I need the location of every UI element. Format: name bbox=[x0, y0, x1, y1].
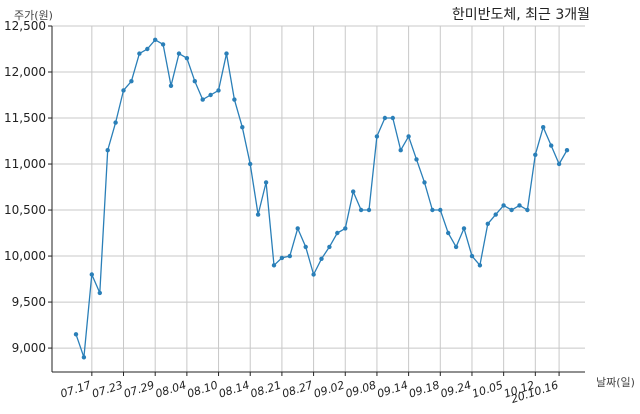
data-point bbox=[414, 157, 419, 162]
data-point bbox=[358, 207, 364, 213]
data-point bbox=[89, 272, 95, 277]
data-point bbox=[398, 148, 403, 153]
x-tick-label: 07.29 bbox=[122, 378, 156, 400]
data-point bbox=[485, 221, 490, 226]
data-point bbox=[232, 97, 237, 102]
data-point bbox=[216, 88, 221, 93]
data-point bbox=[343, 226, 348, 231]
data-point bbox=[564, 148, 570, 153]
data-point bbox=[184, 56, 190, 61]
x-tick-label: 07.23 bbox=[90, 378, 124, 400]
x-tick-label: 10.05 bbox=[471, 378, 505, 400]
data-point bbox=[263, 180, 269, 185]
data-point bbox=[311, 272, 316, 277]
data-point bbox=[501, 203, 506, 208]
data-point bbox=[556, 161, 562, 167]
data-point bbox=[121, 88, 126, 93]
data-point bbox=[303, 244, 308, 250]
data-point bbox=[430, 207, 435, 213]
x-tick-label: 08.27 bbox=[281, 378, 315, 400]
data-point bbox=[549, 143, 554, 148]
y-tick-label: 11,000 bbox=[4, 157, 46, 171]
data-point bbox=[240, 125, 245, 130]
data-point bbox=[145, 46, 150, 52]
data-point bbox=[153, 37, 158, 42]
data-point bbox=[137, 51, 142, 56]
data-point bbox=[271, 263, 277, 268]
data-point bbox=[422, 180, 427, 185]
data-point bbox=[255, 212, 261, 217]
data-point bbox=[279, 255, 285, 261]
data-point bbox=[335, 230, 340, 236]
x-tick-labels: 07.1707.2307.2908.0408.1008.1408.2108.27… bbox=[59, 378, 560, 406]
data-point bbox=[129, 79, 134, 84]
chart-title: 한미반도체, 최근 3개월 bbox=[452, 7, 590, 23]
data-point bbox=[469, 253, 475, 259]
y-tick-labels: 9,000 9,500 10,000 10,500 11,000 11,500 12,000… bbox=[4, 19, 46, 355]
y-tick-label: 11,500 bbox=[4, 111, 46, 125]
data-point bbox=[160, 42, 166, 47]
data-point bbox=[200, 97, 205, 102]
data-point bbox=[351, 189, 356, 194]
data-point bbox=[287, 253, 292, 259]
data-point bbox=[113, 120, 118, 125]
data-point bbox=[319, 256, 324, 261]
x-tick-label: 08.10 bbox=[185, 378, 219, 400]
data-point bbox=[176, 51, 182, 56]
x-tick-label: 09.02 bbox=[312, 378, 346, 400]
data-point bbox=[446, 230, 451, 236]
x-axis-label: 날짜(일) bbox=[596, 375, 635, 389]
data-point bbox=[224, 51, 229, 56]
y-tick-label: 10,500 bbox=[4, 203, 46, 217]
data-point bbox=[81, 355, 87, 360]
x-tick-label: 09.14 bbox=[376, 378, 410, 400]
x-tick-label: 07.17 bbox=[59, 378, 93, 400]
data-point bbox=[406, 134, 411, 139]
series bbox=[73, 37, 570, 360]
y-tick-label: 9,500 bbox=[12, 295, 46, 309]
grid bbox=[48, 25, 585, 376]
data-point bbox=[382, 115, 388, 121]
data-point bbox=[168, 83, 174, 89]
x-tick-label: 09.18 bbox=[407, 378, 441, 400]
data-point bbox=[453, 244, 459, 250]
x-tick-label: 08.04 bbox=[154, 378, 188, 400]
x-tick-label: 09.08 bbox=[344, 378, 378, 400]
data-point bbox=[295, 226, 300, 231]
data-point bbox=[461, 226, 467, 231]
data-point bbox=[533, 152, 538, 157]
data-point bbox=[390, 115, 395, 121]
data-point bbox=[192, 79, 197, 84]
data-point bbox=[374, 134, 380, 139]
data-point bbox=[438, 207, 443, 213]
data-point bbox=[105, 148, 110, 153]
data-point bbox=[208, 92, 213, 98]
data-point bbox=[327, 244, 332, 250]
data-point bbox=[541, 125, 546, 130]
y-tick-label: 10,000 bbox=[4, 249, 46, 263]
y-tick-label: 12,000 bbox=[4, 65, 46, 79]
axes bbox=[51, 26, 585, 373]
data-point bbox=[366, 207, 372, 213]
data-point bbox=[73, 332, 79, 337]
data-point bbox=[97, 290, 103, 296]
data-point bbox=[509, 207, 514, 213]
data-point bbox=[517, 203, 522, 208]
y-tick-label: 12,500 bbox=[4, 19, 46, 33]
y-axis-label: 주가(원) bbox=[14, 9, 53, 22]
data-point bbox=[493, 212, 498, 217]
data-point bbox=[525, 207, 530, 213]
x-tick-label: 08.21 bbox=[249, 378, 283, 400]
y-tick-label: 9,000 bbox=[12, 341, 46, 355]
x-tick-label: 08.14 bbox=[217, 378, 251, 400]
price-series-line bbox=[75, 38, 568, 358]
data-point bbox=[477, 263, 483, 268]
data-point bbox=[248, 161, 253, 167]
x-tick-label: 09.24 bbox=[439, 378, 473, 400]
